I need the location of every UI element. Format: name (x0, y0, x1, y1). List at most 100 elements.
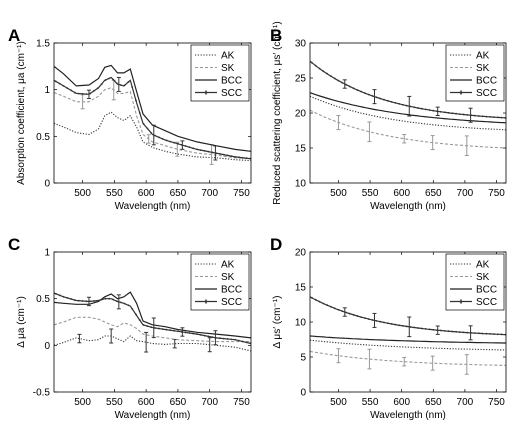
series-point-scc (455, 112, 457, 115)
legend-label-sk: SK (476, 63, 490, 74)
series-point-scc (81, 300, 84, 302)
series-point-scc (432, 109, 435, 112)
series-line-sk (310, 109, 506, 149)
series-point-scc (417, 107, 419, 109)
series-point-scc (119, 301, 122, 304)
series-point-scc (85, 93, 88, 95)
series-point-scc (70, 298, 73, 300)
series-line-sk (310, 350, 506, 366)
series-point-scc (245, 157, 248, 160)
series-point-scc (150, 132, 153, 134)
legend-label-sk: SK (221, 63, 235, 74)
series-line-sk (54, 87, 251, 160)
y-tick-label: 10 (295, 179, 307, 190)
series-point-scc (428, 328, 431, 331)
series-point-scc (398, 324, 400, 327)
series-point-scc (203, 334, 206, 337)
chart-panel-b: B 500 550 600 650 700 750 10 15 20 25 30 Wavelength … (270, 21, 507, 212)
series-point-scc (367, 318, 370, 320)
series-point-scc (196, 333, 198, 335)
series-point-scc (409, 105, 412, 108)
panel-label: C (8, 235, 20, 254)
series-point-scc (394, 323, 397, 326)
series-point-scc (413, 106, 416, 109)
x-axis-label: Wavelength (nm) (370, 201, 446, 212)
series-point-scc (386, 322, 389, 325)
x-tick-label: 700 (457, 188, 474, 199)
series-point-scc (70, 89, 73, 92)
series-point-scc (379, 320, 382, 323)
legend-box (445, 253, 505, 311)
series-point-scc (58, 82, 61, 85)
series-point-scc (440, 110, 442, 113)
series-point-scc (135, 99, 137, 102)
y-tick-label: 0.5 (36, 294, 50, 305)
series-point-scc (352, 87, 355, 90)
series-point-scc (131, 86, 134, 88)
series-point-scc (375, 320, 378, 322)
series-point-scc (318, 67, 321, 70)
series-point-scc (177, 330, 179, 333)
x-tick-label: 500 (74, 397, 91, 408)
series-point-scc (196, 148, 198, 151)
x-tick-label: 750 (488, 188, 505, 199)
plot-area (54, 64, 251, 165)
series-point-scc (466, 331, 469, 334)
series-point-scc (462, 331, 465, 334)
y-tick-label: 5 (300, 353, 306, 364)
series-point-scc (322, 70, 325, 73)
series-point-scc (177, 142, 179, 145)
series-point-scc (421, 107, 423, 110)
series-point-scc (451, 112, 454, 115)
plot-frame (53, 42, 252, 184)
legend-label-bcc: BCC (221, 76, 242, 87)
series-point-scc (192, 147, 195, 150)
series-line-ak (54, 335, 251, 352)
series-point-scc (352, 314, 355, 316)
x-tick-label: 600 (393, 188, 410, 199)
series-point-scc (165, 328, 168, 331)
x-tick-label: 600 (138, 188, 155, 199)
series-point-scc (154, 327, 156, 329)
legend-label-ak: AK (221, 260, 235, 271)
y-tick-label: 20 (295, 109, 307, 120)
series-point-scc (112, 298, 114, 301)
series-point-scc (390, 323, 393, 325)
series-point-scc (161, 138, 164, 140)
x-tick-label: 500 (74, 188, 91, 199)
series-point-scc (451, 330, 454, 333)
x-axis-label: Wavelength (nm) (370, 410, 446, 421)
series-point-scc (462, 113, 465, 116)
series-point-scc (314, 298, 317, 301)
series-point-scc (238, 339, 240, 342)
series-line-ak (54, 111, 251, 162)
legend-label-bcc: BCC (476, 285, 497, 296)
series-point-scc (364, 317, 366, 319)
series-point-scc (219, 337, 221, 340)
y-tick-label: 30 (295, 39, 307, 50)
series-point-scc (207, 335, 210, 338)
series-point-scc (241, 156, 244, 159)
y-axis-label: Absorption coefficient, μa (cm⁻¹) (16, 41, 27, 185)
series-point-scc (116, 300, 118, 303)
series-point-scc (390, 101, 393, 103)
legend-label-bcc: BCC (221, 285, 242, 296)
series-point-scc (108, 297, 111, 300)
series-point-scc (383, 321, 385, 324)
series-point-scc (455, 330, 457, 333)
series-point-scc (466, 114, 469, 116)
legend-box (190, 253, 250, 311)
series-point-scc (100, 83, 103, 85)
series-point-scc (104, 297, 107, 300)
series-point-scc (375, 96, 378, 99)
x-tick-label: 550 (106, 188, 123, 199)
x-tick-label: 700 (201, 397, 218, 408)
series-point-scc (481, 332, 484, 335)
series-point-scc (424, 328, 427, 330)
series-point-scc (203, 150, 206, 152)
